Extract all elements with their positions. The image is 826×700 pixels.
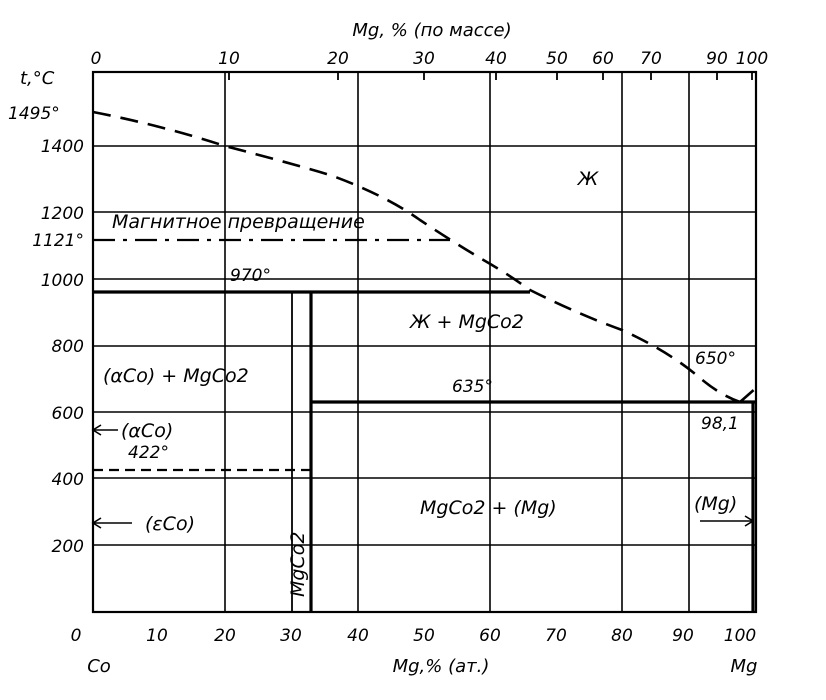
magnetic-transformation-label: Магнитное превращение [112, 211, 365, 233]
top-tick-labels: 0 10 20 30 40 50 60 70 90 100 [91, 49, 769, 69]
top-axis-title: Mg, % (по массе) [352, 20, 511, 41]
label-alpha-co: (αCo) [121, 420, 173, 442]
x-tick-labels: 0 10 20 30 40 50 60 70 80 90 100 [71, 626, 757, 646]
y-tick-1000: 1000 [41, 271, 84, 291]
label-970: 970° [230, 266, 271, 286]
top-tick-50: 50 [546, 49, 568, 69]
top-tick-30: 30 [413, 49, 435, 69]
grid [93, 72, 756, 612]
epsilon-co-arrow [91, 517, 132, 529]
top-tick-70: 70 [640, 49, 662, 69]
label-650: 650° [695, 349, 736, 369]
region-liquid: Ж [577, 168, 600, 190]
region-liquid-mgco2: Ж + MgCo2 [409, 311, 524, 333]
top-ticks [92, 72, 753, 80]
label-epsilon-co: (εCo) [145, 513, 195, 535]
x-axis-title: Mg,% (ат.) [393, 656, 490, 677]
x-left-component: Co [87, 656, 111, 677]
y-top-label: 1495° [8, 104, 60, 124]
y-tick-200: 200 [52, 537, 84, 557]
y-tick-600: 600 [52, 404, 84, 424]
label-422: 422° [128, 443, 169, 463]
liquidus-mg-side [739, 387, 757, 403]
alpha-co-arrow [91, 424, 118, 436]
x-right-component: Mg [731, 656, 758, 677]
y-tick-800: 800 [52, 337, 84, 357]
x-tick-30: 30 [280, 626, 302, 646]
y-tick-400: 400 [52, 470, 84, 490]
x-tick-20: 20 [214, 626, 236, 646]
liquidus-curve [92, 110, 741, 404]
label-635: 635° [452, 377, 493, 397]
top-tick-10: 10 [218, 49, 240, 69]
top-tick-20: 20 [327, 49, 349, 69]
region-alpha-co-mgco2: (αCo) + MgCo2 [103, 365, 249, 387]
label-eutectic-comp: 98,1 [701, 414, 739, 434]
top-tick-0: 0 [91, 49, 102, 69]
y-axis-title: t,°C [20, 68, 55, 89]
y-extra-label: 1121° [32, 231, 84, 251]
label-mg-phase: (Mg) [694, 493, 737, 515]
x-tick-50: 50 [413, 626, 435, 646]
x-tick-90: 90 [672, 626, 694, 646]
top-tick-60: 60 [592, 49, 614, 69]
mg-arrow [700, 515, 755, 527]
x-tick-100: 100 [724, 626, 756, 646]
y-tick-1200: 1200 [41, 204, 84, 224]
x-tick-40: 40 [347, 626, 369, 646]
label-compound-vertical: MgCo2 [287, 532, 309, 597]
x-tick-70: 70 [545, 626, 567, 646]
x-tick-80: 80 [611, 626, 633, 646]
top-tick-40: 40 [485, 49, 507, 69]
region-mgco2-mg: MgCo2 + (Mg) [420, 497, 557, 519]
top-tick-90: 90 [706, 49, 728, 69]
top-tick-100: 100 [736, 49, 768, 69]
x-tick-10: 10 [146, 626, 168, 646]
x-tick-0: 0 [71, 626, 82, 646]
y-tick-labels: 1400 1200 1000 800 600 400 200 [41, 137, 84, 557]
y-tick-1400: 1400 [41, 137, 84, 157]
x-tick-60: 60 [479, 626, 501, 646]
